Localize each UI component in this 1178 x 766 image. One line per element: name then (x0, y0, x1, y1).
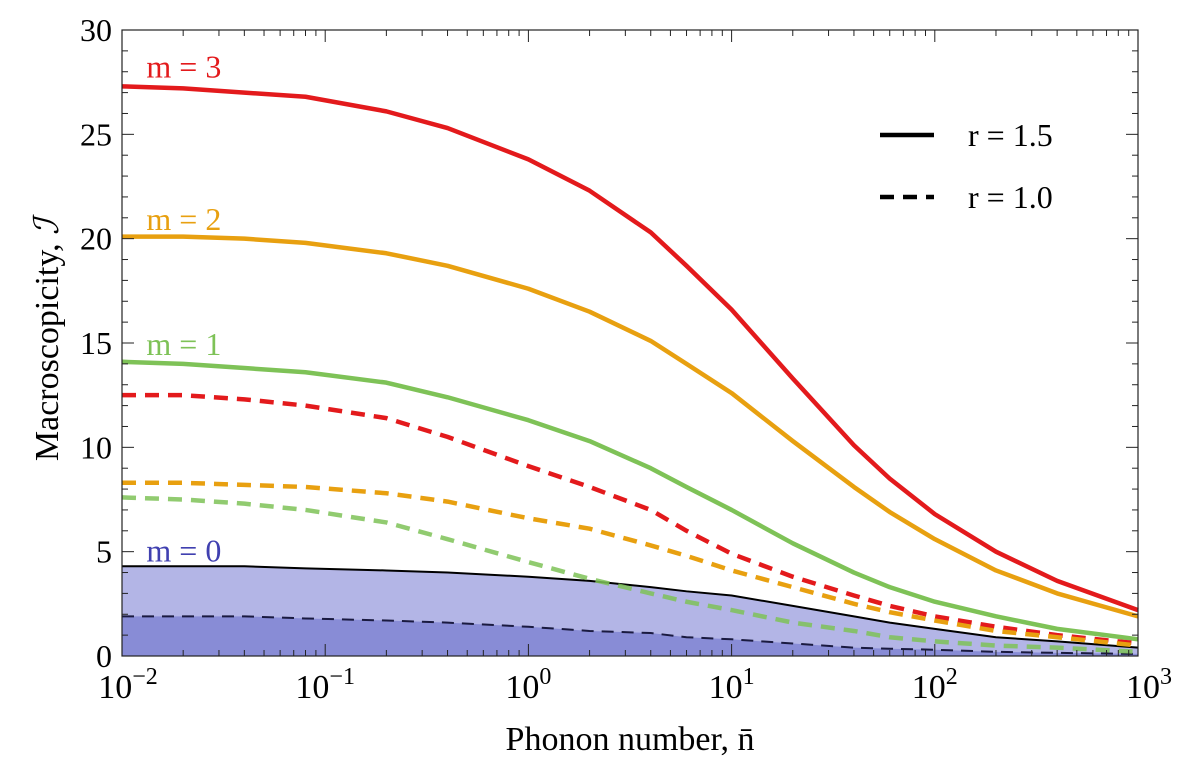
x-tick-base: 10 (1126, 669, 1160, 706)
y-tick-label: 20 (80, 221, 112, 257)
x-tick-base: 10 (505, 669, 539, 706)
y-axis-label: Macroscopicity, ℐ (29, 214, 66, 461)
line-m-3-r-1-0 (122, 392, 1139, 646)
legend: r = 1.5 r = 1.0 (880, 117, 1053, 215)
series-lines (121, 84, 1139, 655)
x-tick-label: 100 (505, 664, 551, 706)
line-m-2-r-1-0 (122, 480, 1139, 648)
line-m-0-r-1-0 (122, 615, 1139, 655)
y-tick-label: 10 (80, 429, 112, 465)
line-m-0-r-1-5 (122, 565, 1139, 649)
x-tick-exponent: −1 (329, 664, 355, 690)
y-tick-label: 15 (80, 325, 112, 361)
x-tick-base: 10 (98, 669, 132, 706)
legend-label: r = 1.0 (968, 179, 1053, 215)
line-m-2-r-1-5 (122, 234, 1139, 619)
x-tick-label: 101 (709, 664, 755, 706)
x-tick-exponent: 0 (539, 664, 551, 690)
annotations: m = 3 m = 2 m = 1 m = 0 (146, 48, 221, 568)
x-tick-exponent: 1 (743, 664, 755, 690)
x-tick-exponent: −2 (132, 664, 158, 690)
x-axis-label: Phonon number, n̄ (506, 721, 755, 758)
y-axis-label-text: Macroscopicity, (29, 235, 66, 461)
y-tick-label: 25 (80, 116, 112, 152)
x-tick-base: 10 (709, 669, 743, 706)
annotation-m-0: m = 0 (146, 533, 221, 569)
x-tick-base: 10 (912, 669, 946, 706)
area-fills (122, 566, 1138, 656)
y-tick-label: 30 (80, 12, 112, 48)
annotation-m-3: m = 3 (146, 48, 221, 84)
line-m-1-r-1-5 (121, 359, 1139, 642)
y-tick-label: 0 (96, 638, 112, 674)
x-tick-label: 103 (1126, 664, 1172, 706)
x-tick-exponent: 2 (946, 664, 958, 690)
y-tick-label: 5 (96, 534, 112, 570)
line-m-3-r-1-5 (121, 84, 1139, 613)
x-tick-label: 10−2 (98, 664, 158, 706)
legend-label: r = 1.5 (968, 117, 1053, 153)
annotation-m-1: m = 1 (146, 326, 221, 362)
area-m-0-r-1-0 (122, 616, 1138, 656)
x-axis-label-text: Phonon number, n̄ (506, 721, 755, 758)
annotation-m-2: m = 2 (146, 201, 221, 237)
line-m-1-r-1-0 (121, 495, 1139, 655)
x-tick-label: 102 (912, 664, 958, 706)
x-tick-label: 10−1 (295, 664, 355, 706)
y-axis-symbol: ℐ (29, 214, 66, 235)
x-tick-base: 10 (295, 669, 329, 706)
x-tick-exponent: 3 (1160, 664, 1172, 690)
